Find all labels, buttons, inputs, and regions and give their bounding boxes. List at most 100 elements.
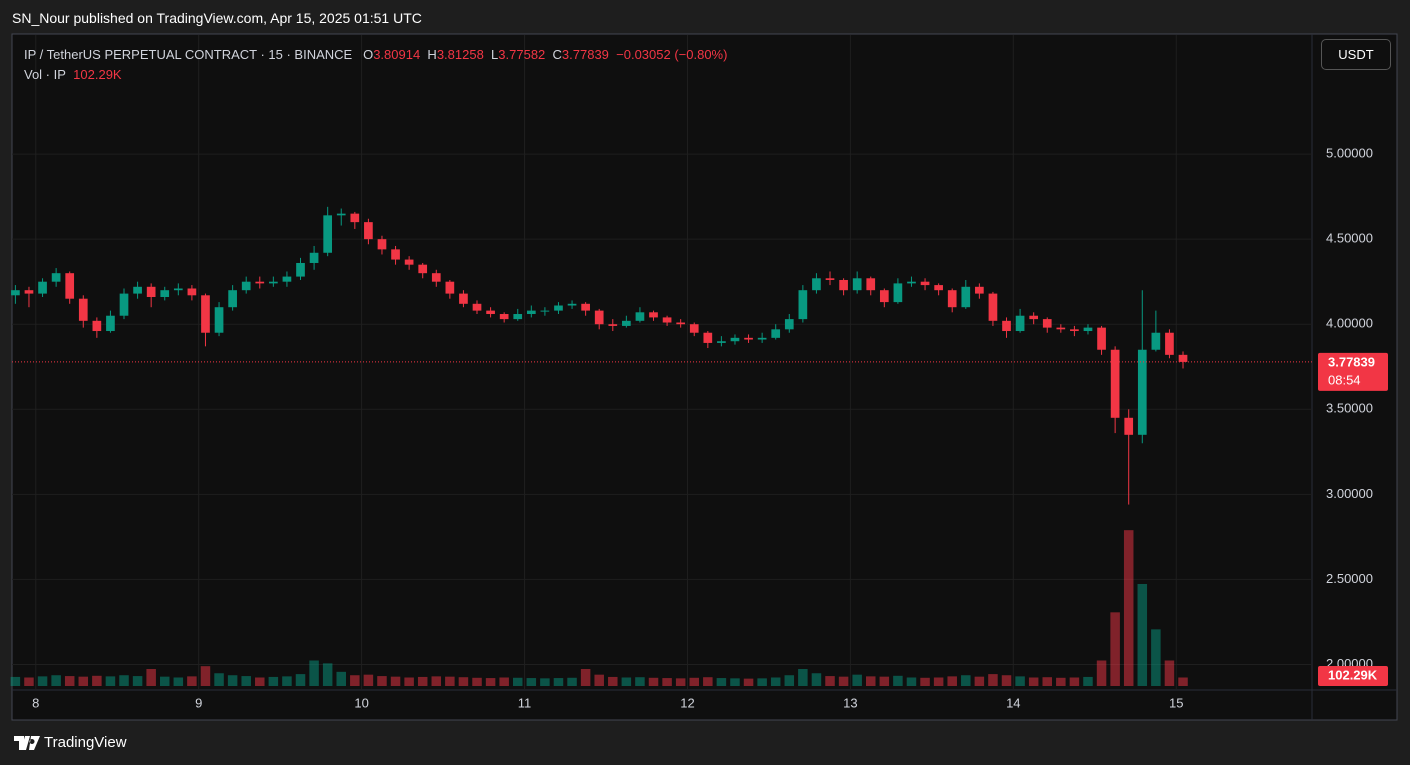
volume-bar [757, 678, 767, 686]
candle-body [975, 286, 984, 294]
volume-bar [241, 676, 251, 686]
candle-body [717, 341, 726, 343]
volume-bar [390, 676, 401, 686]
candle-body [160, 290, 170, 297]
volume-bar [1083, 676, 1093, 686]
candle-body [65, 273, 75, 299]
legend: IP / TetherUS PERPETUAL CONTRACT · 15 · … [24, 45, 727, 85]
candle-body [1002, 320, 1011, 332]
candle-body [554, 305, 563, 311]
candle-body [1029, 315, 1039, 320]
candle-body [1124, 417, 1134, 435]
candle-body [798, 290, 808, 320]
candle-body [1110, 349, 1120, 418]
candle-body [526, 310, 536, 315]
candle-body [119, 293, 129, 316]
candle-body [608, 324, 618, 326]
candle-body [472, 303, 482, 311]
volume-bar [336, 671, 346, 686]
volume-bar [580, 669, 591, 686]
candle-body [38, 281, 47, 294]
volume-bar [282, 676, 292, 686]
volume-bar [295, 674, 306, 686]
candle-body [513, 314, 523, 320]
candle-body [146, 286, 156, 297]
candle-body [594, 310, 604, 325]
candle-body [581, 303, 590, 311]
volume-bar [1123, 530, 1134, 686]
x-tick-label: 11 [518, 695, 532, 710]
volume-bar [893, 675, 903, 686]
volume-bar [1151, 629, 1161, 686]
last-price-label: 3.77839 [1328, 354, 1375, 369]
candle-body [1015, 315, 1025, 332]
candle-body [961, 286, 971, 308]
volume-bar [852, 674, 862, 686]
candle-body [825, 278, 835, 280]
candle-body [866, 278, 876, 291]
volume-bar [675, 678, 686, 686]
candle-body [947, 290, 957, 308]
y-tick-label: 5.00000 [1326, 146, 1373, 161]
volume-bar [512, 677, 523, 686]
volume-bar [159, 676, 170, 686]
high-label: H [427, 47, 437, 62]
volume-bar [200, 666, 211, 686]
candle-body [336, 213, 346, 216]
volume-bar [621, 677, 632, 686]
currency-button[interactable]: USDT [1321, 39, 1391, 70]
volume-bar [1096, 660, 1107, 686]
volume-bar [119, 675, 129, 686]
candle-body [323, 215, 333, 253]
volume-label: 102.29K [1328, 667, 1378, 682]
volume-bar [37, 676, 48, 686]
volume-bar [933, 677, 944, 686]
volume-bar [743, 678, 754, 686]
candle-body [852, 278, 862, 291]
open-value: 3.80914 [373, 47, 421, 62]
volume-bar [499, 677, 509, 686]
candle-body [364, 222, 373, 240]
candle-body [391, 249, 400, 260]
candle-body [635, 312, 645, 321]
candle-body [567, 303, 577, 306]
brand: TradingView [14, 734, 127, 751]
volume-bar [567, 677, 577, 686]
volume-bar [974, 676, 985, 686]
candle-body [1178, 354, 1188, 362]
candle-body [1165, 332, 1174, 355]
candle-body [893, 283, 903, 303]
candle-body [1151, 332, 1161, 350]
volume-bar [24, 677, 34, 686]
candle-body [486, 310, 495, 315]
x-tick-label: 9 [195, 695, 202, 710]
y-tick-label: 3.00000 [1326, 486, 1373, 501]
volume-bar [1028, 677, 1039, 686]
volume-bar [1001, 675, 1012, 686]
volume-bar [458, 677, 469, 686]
volume-bar [51, 675, 61, 686]
volume-bar [540, 678, 550, 686]
volume-bar [417, 676, 428, 686]
candle-body [879, 290, 889, 303]
volume-bar [1110, 612, 1120, 686]
candle-body [920, 281, 930, 286]
volume-bar [961, 675, 971, 686]
change: −0.03052 (−0.80%) [616, 47, 728, 62]
candle-body [11, 290, 20, 296]
volume-bar [920, 677, 930, 686]
candle-body [173, 288, 183, 291]
volume-bar [187, 676, 197, 686]
candle-body [1056, 327, 1066, 330]
volume-bar [770, 677, 781, 686]
candle-body [133, 286, 142, 294]
volume-bar [1069, 677, 1080, 686]
candle-body [622, 320, 631, 326]
candle-body [988, 293, 998, 321]
candle-body [241, 281, 251, 291]
volume-bar [146, 669, 156, 686]
volume-bar [431, 676, 442, 686]
volume-bar [10, 676, 21, 686]
candle-body [839, 279, 848, 291]
